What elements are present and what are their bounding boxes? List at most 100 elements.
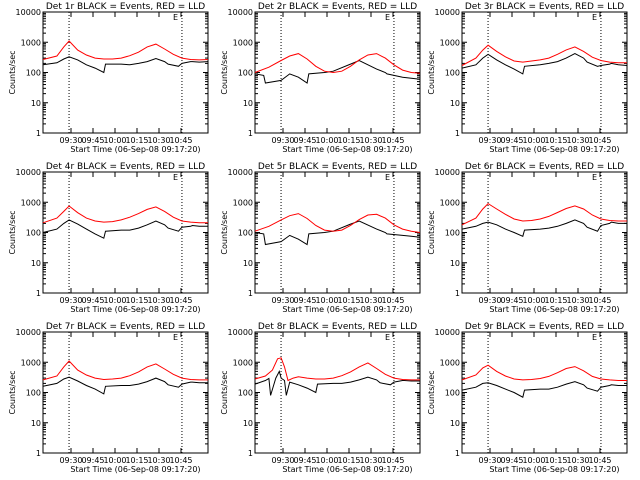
lld-series-line [461, 202, 627, 226]
x-axis-title: Start Time (06-Sep-08 09:17:20) [282, 145, 412, 154]
y-tick-label: 10 [450, 419, 460, 428]
y-tick-label: 100 [26, 389, 41, 398]
lld-series-line [461, 364, 627, 381]
corner-label: E [385, 173, 390, 182]
x-tick-label: 09:30 [478, 456, 501, 465]
y-tick-label: 1000 [233, 38, 253, 47]
y-tick-label: 10 [31, 419, 41, 428]
x-tick-label: 10:15 [337, 296, 360, 305]
plot-frame [42, 11, 209, 134]
y-tick-label: 1 [248, 129, 253, 138]
y-axis-title: Counts/sec [220, 370, 229, 414]
x-axis-title: Start Time (06-Sep-08 09:17:20) [282, 465, 412, 474]
events-series-line [461, 219, 627, 237]
events-series-line [254, 220, 421, 246]
lld-series-line [254, 213, 421, 233]
plot-frame [42, 331, 209, 454]
y-tick-label: 1 [455, 289, 460, 298]
x-tick-label: 10:30 [566, 296, 589, 305]
lld-series-line [461, 44, 627, 66]
x-tick-label: 09:30 [59, 296, 82, 305]
x-tick-label: 09:30 [478, 296, 501, 305]
y-axis-title: Counts/sec [8, 50, 17, 94]
x-tick-label: 10:00 [103, 456, 126, 465]
y-tick-label: 10000 [435, 8, 460, 17]
corner-label: E [592, 333, 597, 342]
y-tick-label: 10000 [228, 328, 253, 337]
y-axis-title: Counts/sec [427, 50, 436, 94]
y-tick-label: 1 [36, 449, 41, 458]
plot-frame [254, 11, 421, 134]
x-tick-label: 09:45 [500, 136, 523, 145]
corner-label: E [592, 173, 597, 182]
y-tick-label: 100 [238, 389, 253, 398]
x-tick-label: 10:00 [315, 136, 338, 145]
y-tick-label: 10 [450, 259, 460, 268]
x-axis-title: Start Time (06-Sep-08 09:17:20) [489, 465, 619, 474]
x-axis-title: Start Time (06-Sep-08 09:17:20) [70, 145, 200, 154]
events-series-line [461, 381, 627, 398]
x-tick-label: 09:30 [271, 456, 294, 465]
y-tick-label: 10000 [228, 168, 253, 177]
x-tick-label: 10:45 [169, 296, 192, 305]
x-tick-label: 09:30 [271, 136, 294, 145]
x-tick-label: 10:15 [544, 296, 567, 305]
plot-frame [461, 331, 628, 454]
x-tick-label: 09:30 [59, 136, 82, 145]
y-tick-label: 100 [238, 229, 253, 238]
x-tick-label: 10:00 [522, 456, 545, 465]
y-tick-label: 100 [445, 69, 460, 78]
y-tick-label: 10 [243, 99, 253, 108]
x-tick-label: 10:30 [359, 136, 382, 145]
corner-label: E [173, 13, 178, 22]
y-tick-label: 10000 [228, 8, 253, 17]
events-series-line [42, 376, 208, 395]
y-axis-title: Counts/sec [8, 370, 17, 414]
plot-frame [461, 171, 628, 294]
y-tick-label: 1000 [21, 198, 41, 207]
y-tick-label: 10 [243, 259, 253, 268]
y-axis-title: Counts/sec [427, 210, 436, 254]
y-tick-label: 1000 [440, 38, 460, 47]
x-axis-title: Start Time (06-Sep-08 09:17:20) [489, 145, 619, 154]
x-tick-label: 09:45 [500, 296, 523, 305]
lld-series-line [42, 205, 208, 224]
y-axis-title: Counts/sec [220, 50, 229, 94]
y-tick-label: 10000 [435, 328, 460, 337]
x-tick-label: 09:45 [81, 136, 104, 145]
y-axis-title: Counts/sec [220, 210, 229, 254]
x-tick-label: 09:30 [478, 136, 501, 145]
x-tick-label: 10:15 [544, 456, 567, 465]
x-tick-label: 10:30 [566, 456, 589, 465]
x-tick-label: 09:45 [500, 456, 523, 465]
x-tick-label: 10:45 [588, 456, 611, 465]
y-tick-label: 1 [36, 289, 41, 298]
x-tick-label: 10:00 [315, 456, 338, 465]
plot-frame [461, 11, 628, 134]
lld-series-line [42, 360, 208, 381]
y-tick-label: 10000 [435, 168, 460, 177]
x-tick-label: 10:00 [522, 136, 545, 145]
x-tick-label: 10:00 [103, 136, 126, 145]
chart-title: Det 3r BLACK = Events, RED = LLD [465, 2, 624, 12]
x-tick-label: 10:30 [359, 296, 382, 305]
plot-frame [254, 331, 421, 454]
x-axis-title: Start Time (06-Sep-08 09:17:20) [489, 305, 619, 314]
y-tick-label: 10 [31, 99, 41, 108]
y-tick-label: 1 [36, 129, 41, 138]
x-tick-label: 10:45 [381, 136, 404, 145]
chart-title: Det 1r BLACK = Events, RED = LLD [46, 2, 205, 12]
y-tick-label: 1000 [440, 198, 460, 207]
x-tick-label: 10:45 [381, 456, 404, 465]
x-tick-label: 09:30 [59, 456, 82, 465]
chart-title: Det 2r BLACK = Events, RED = LLD [258, 2, 417, 12]
y-axis-title: Counts/sec [427, 370, 436, 414]
y-tick-label: 10 [243, 419, 253, 428]
